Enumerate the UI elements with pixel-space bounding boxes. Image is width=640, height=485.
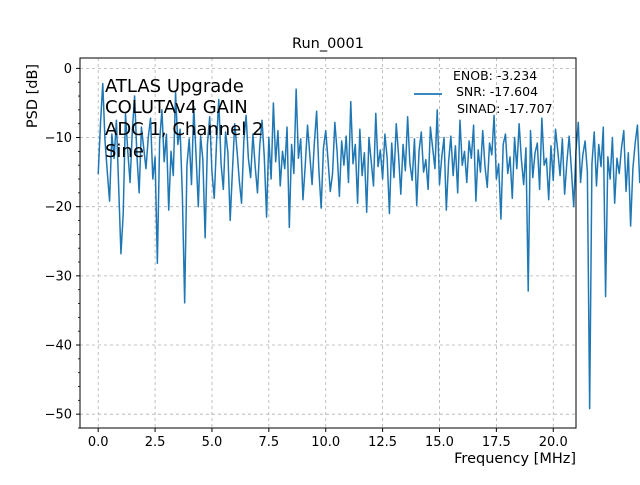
tick-layer: 0.0 2.5 5.0 7.5 10.0 12.5 15.0 17.5 20.0 0 −10 −20 −… [45,62,568,450]
annotation-line-2: COLUTAv4 GAIN [105,97,248,118]
x-tick-label: 2.5 [145,435,166,450]
y-tick-label: 0 [64,62,72,77]
x-tick-label: 20.0 [539,435,568,450]
y-axis-label: PSD [dB] [25,64,41,128]
y-tick-label: −40 [45,339,72,354]
y-tick-label: −50 [45,408,72,423]
plot-frame [79,57,577,429]
series-layer [97,82,640,410]
x-tick-label: 10.0 [311,435,340,450]
x-tick-label: 7.5 [259,435,280,450]
annotation-line-1: ATLAS Upgrade [105,76,244,97]
x-tick-label: 12.5 [368,435,397,450]
x-tick-label: 15.0 [425,435,454,450]
x-axis-label: Frequency [MHz] [454,451,576,467]
legend-snr: SNR: -17.604 [456,84,538,99]
x-tick-label: 0.0 [88,435,109,450]
chart-title: Run_0001 [292,36,364,52]
annotation-block: ATLAS Upgrade COLUTAv4 GAIN ADC 1, Chann… [105,76,263,162]
legend: ENOB: -3.234 SNR: -17.604 SINAD: -17.707 [414,68,553,116]
annotation-line-4: Sine [105,141,144,162]
y-tick-label: −10 [45,131,72,146]
legend-sinad: SINAD: -17.707 [457,101,553,116]
y-tick-label: −20 [45,200,72,215]
psd-series-line [97,82,640,410]
x-tick-label: 17.5 [482,435,511,450]
y-tick-label: −30 [45,269,72,284]
legend-enob: ENOB: -3.234 [453,68,537,83]
x-tick-label: 5.0 [202,435,223,450]
grid-layer [80,58,576,428]
annotation-line-3: ADC 1, Channel 2 [105,119,263,140]
